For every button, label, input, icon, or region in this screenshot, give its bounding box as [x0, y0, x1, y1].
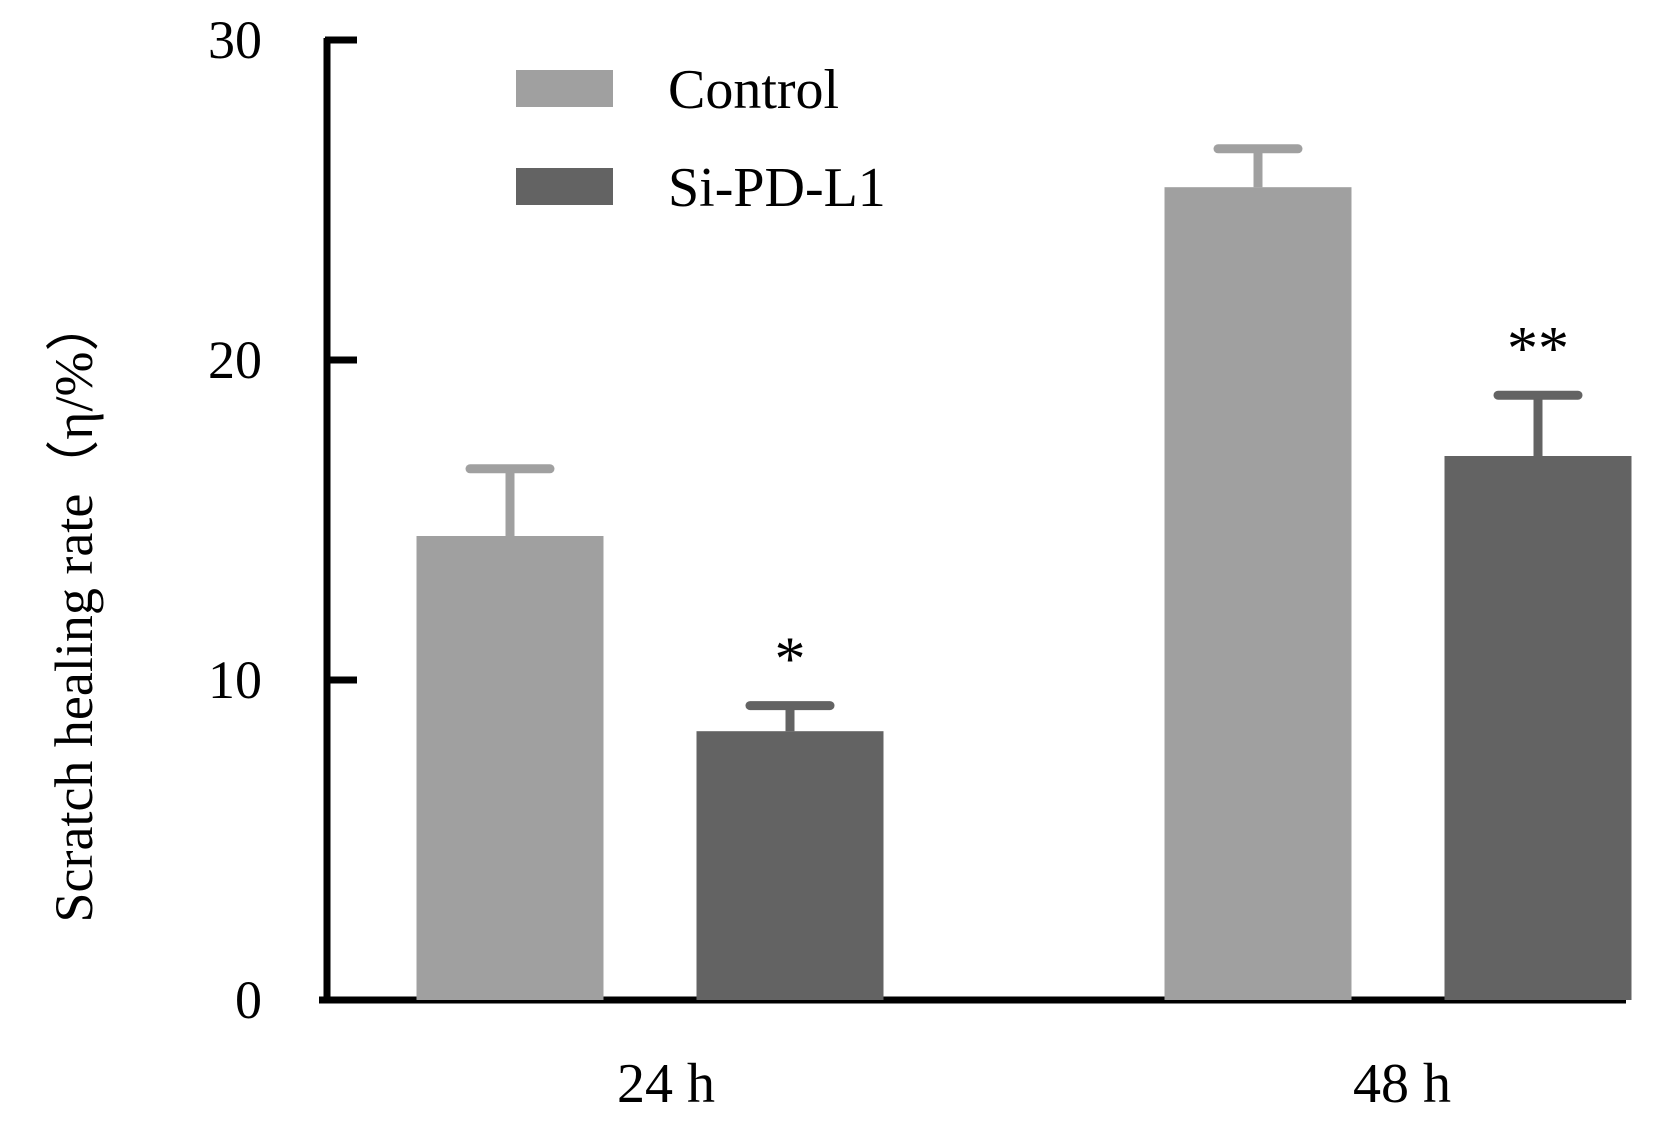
bar [1444, 456, 1632, 1000]
y-tick-label: 30 [208, 10, 262, 70]
x-tick-label: 24 h [617, 1053, 715, 1115]
legend: Control Si-PD-L1 [516, 59, 886, 219]
y-tick-label: 20 [208, 330, 262, 390]
bar [416, 536, 604, 1000]
y-tick-label: 0 [235, 970, 262, 1030]
bar [1164, 187, 1352, 1000]
legend-swatch [516, 168, 613, 205]
y-tick-label: 10 [208, 650, 262, 710]
significance-marks: *** [775, 315, 1570, 693]
legend-swatch [516, 70, 613, 107]
bars [416, 187, 1632, 1000]
x-tick-label: 48 h [1353, 1053, 1451, 1115]
significance-label: * [775, 626, 806, 694]
significance-label: ** [1507, 315, 1569, 383]
legend-label: Control [668, 59, 839, 121]
y-axis-label: Scratch healing rate（η/%） [44, 297, 104, 922]
legend-label: Si-PD-L1 [668, 157, 886, 219]
bar [696, 731, 884, 1000]
error-bars [465, 144, 1583, 732]
